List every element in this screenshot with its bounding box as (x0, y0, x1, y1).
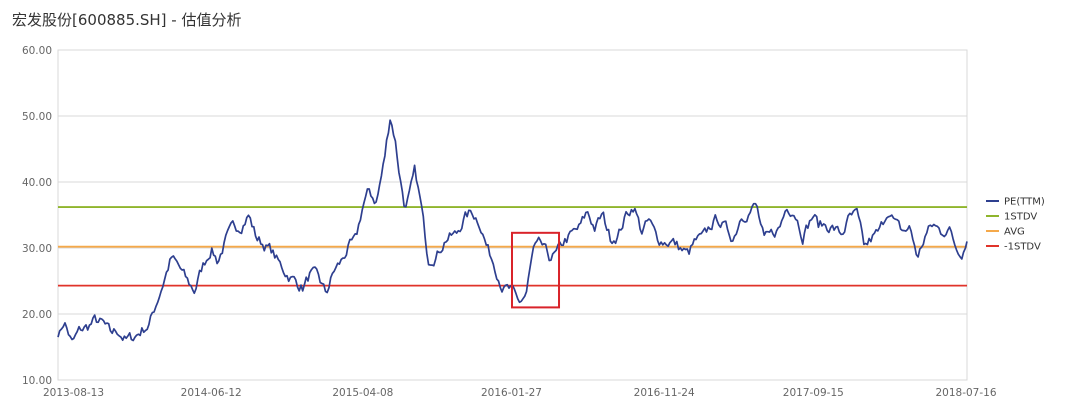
legend-item-avg[interactable]: AVG (986, 227, 1025, 238)
legend-item-pe-ttm[interactable]: PE(TTM) (986, 197, 1045, 208)
highlight-box (510, 231, 561, 309)
y-tick-label: 10.00 (22, 375, 52, 387)
x-tick-label: 2015-04-08 (332, 387, 393, 399)
y-tick-label: 30.00 (22, 243, 52, 255)
legend-item-minus-1stdv[interactable]: -1STDV (986, 242, 1041, 253)
legend-label: -1STDV (1004, 242, 1041, 253)
x-tick-label: 2017-09-15 (783, 387, 844, 399)
chart-legend[interactable]: PE(TTM) 1STDV AVG -1STDV (986, 197, 1045, 253)
x-tick-label: 2013-08-13 (43, 387, 104, 399)
y-axis-tick-labels: 10.00 20.00 30.00 40.00 50.00 60.00 (22, 45, 52, 387)
legend-label: 1STDV (1004, 212, 1037, 223)
x-tick-label: 2014-06-12 (181, 387, 242, 399)
annotations-group (510, 231, 561, 309)
plot-area-border (57, 49, 968, 381)
y-tick-label: 40.00 (22, 177, 52, 189)
x-tick-label: 2016-01-27 (481, 387, 542, 399)
legend-label: PE(TTM) (1004, 197, 1045, 208)
chart-title: 宏发股份[600885.SH] - 估值分析 (12, 11, 242, 29)
legend-label: AVG (1004, 227, 1025, 238)
legend-item-plus-1stdv[interactable]: 1STDV (986, 212, 1037, 223)
y-tick-label: 50.00 (22, 111, 52, 123)
x-tick-label: 2016-11-24 (634, 387, 695, 399)
grid-group (57, 49, 968, 381)
y-tick-label: 60.00 (22, 45, 52, 57)
x-axis-tick-labels: 2013-08-13 2014-06-12 2015-04-08 2016-01-27… (43, 387, 997, 399)
y-tick-label: 20.00 (22, 309, 52, 321)
x-tick-label: 2018-07-16 (935, 387, 996, 399)
